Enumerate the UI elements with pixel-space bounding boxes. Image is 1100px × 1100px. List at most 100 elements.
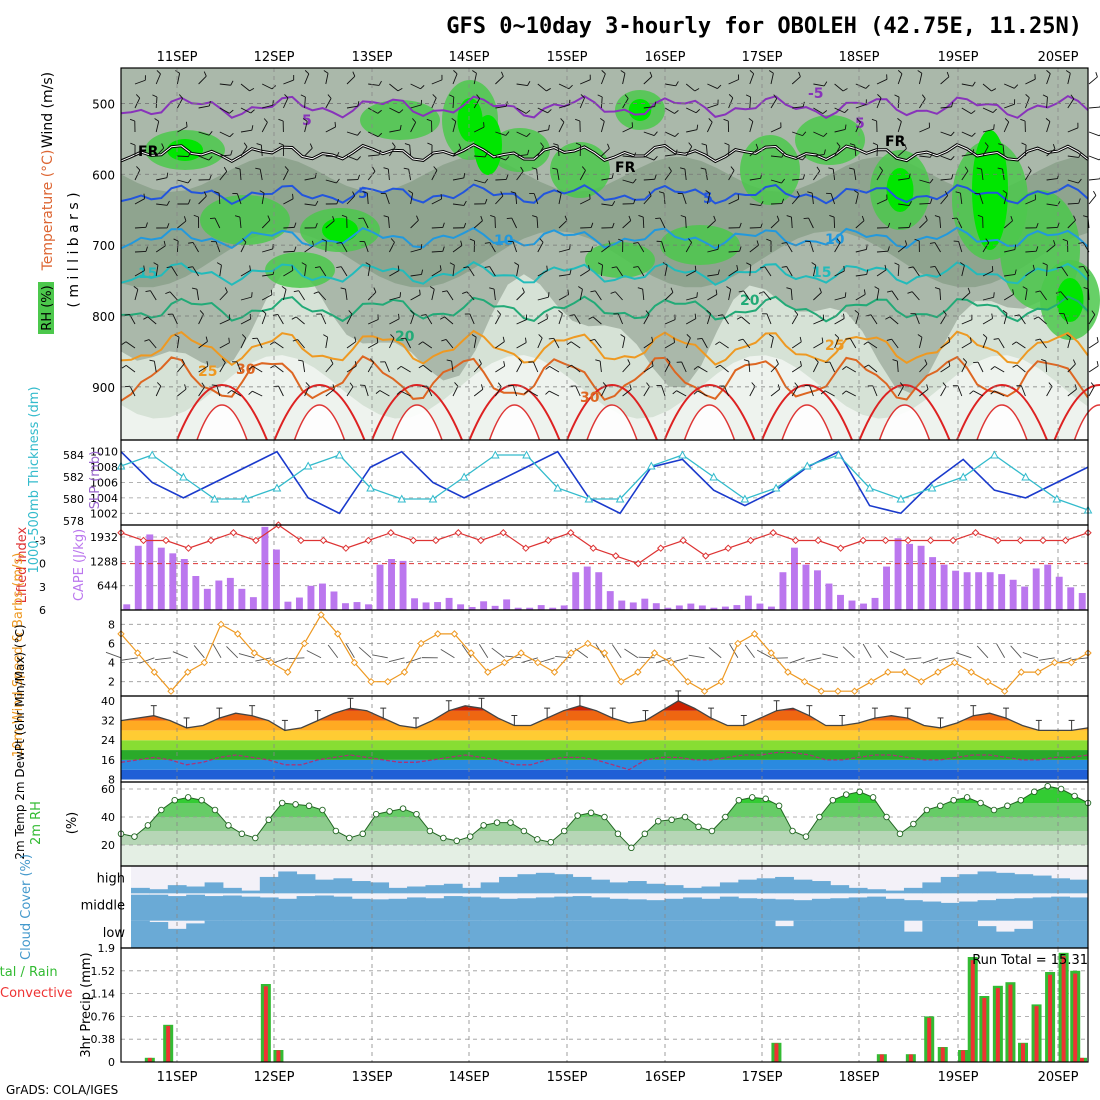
wind-barb-flag xyxy=(463,222,467,228)
top-date-label: 19SEP xyxy=(938,50,979,65)
wind-barb xyxy=(898,203,910,207)
wind-barb xyxy=(1046,203,1058,207)
wind-barb xyxy=(982,296,994,301)
wind-barb-flag xyxy=(398,109,404,114)
wind-barb xyxy=(664,342,675,349)
wind-tick-label: 8 xyxy=(108,618,115,631)
wind-barb xyxy=(601,245,611,253)
wind10-barb xyxy=(478,643,489,659)
cape-bar xyxy=(733,605,741,610)
wind-barb xyxy=(749,386,756,397)
wind-barb-flag xyxy=(796,191,800,196)
wind-barb xyxy=(749,265,752,277)
wind-barb xyxy=(728,79,739,85)
cloud-mid-bar xyxy=(388,898,408,921)
wind-barb-flag xyxy=(637,287,643,290)
wind-barb-flag xyxy=(378,149,381,156)
wind-barb xyxy=(198,386,206,397)
wind-barb xyxy=(1067,73,1071,85)
wind-barb-flag xyxy=(680,215,686,218)
wind-barb-flag xyxy=(887,246,890,252)
wind-barb-flag xyxy=(730,166,735,171)
wind-barb-flag xyxy=(1042,262,1048,266)
wind-barb xyxy=(813,292,822,301)
wind-barb-flag xyxy=(759,266,766,269)
cape-bar xyxy=(388,559,395,610)
dewpt2m-series-line xyxy=(120,751,1089,771)
cape-bar xyxy=(457,604,465,610)
wind-barb xyxy=(426,385,433,397)
wind-barb xyxy=(325,126,336,133)
wind-barb-flag xyxy=(781,178,785,184)
precip-panel: 1.91.521.140.760.380 xyxy=(91,942,1088,1069)
cape-bar xyxy=(1044,564,1052,610)
contour-label: FR xyxy=(885,134,906,150)
wind-barb xyxy=(153,361,157,373)
wind-barb xyxy=(325,73,329,85)
cape-bar xyxy=(180,559,188,610)
wind-barb-flag xyxy=(497,310,501,315)
wind-barb xyxy=(749,96,752,109)
cape-bar xyxy=(284,601,292,610)
rh2m-point xyxy=(372,810,380,818)
wind-barb-flag xyxy=(633,266,639,268)
wind-barb xyxy=(812,361,819,373)
wind-barb-flag xyxy=(230,150,233,156)
wind-barb xyxy=(834,146,841,157)
wind-barb xyxy=(919,179,931,184)
wind-barb xyxy=(876,250,889,253)
wind10-barb xyxy=(539,657,555,663)
wind-barb xyxy=(891,338,899,349)
wind-barb-flag xyxy=(546,265,548,271)
precip-tick-label: 0 xyxy=(108,1056,115,1069)
precip-convective-bar xyxy=(1073,973,1078,1062)
bottom-date-label: 16SEP xyxy=(645,1070,686,1085)
wind-barb xyxy=(410,294,421,301)
wind10-barb xyxy=(842,646,855,659)
top-date-label: 11SEP xyxy=(157,50,198,65)
temp-tick-label: 32 xyxy=(101,715,115,728)
wind10-point xyxy=(917,677,925,686)
rh2m-point xyxy=(829,796,837,804)
cloud-low-bar xyxy=(296,920,316,948)
cape-bar xyxy=(963,572,971,610)
wind-barb-flag xyxy=(666,358,671,363)
wind-barb-flag xyxy=(462,291,468,294)
rh2m-tick-label: 20 xyxy=(101,839,115,852)
cloud-high-bar xyxy=(535,872,555,894)
wind-barb-flag xyxy=(229,109,234,114)
wind-barb xyxy=(346,386,354,397)
thickness-point xyxy=(646,461,656,470)
cloud-high-bar xyxy=(204,882,224,894)
wind-barb xyxy=(830,193,836,205)
wind-barb xyxy=(706,121,713,133)
thickness-point xyxy=(834,450,843,459)
cloud-mid-bar xyxy=(591,897,610,921)
wind-barb-flag xyxy=(807,191,813,194)
rh2m-point xyxy=(171,796,178,804)
wind-barb xyxy=(1067,98,1075,109)
cape-bar xyxy=(848,600,856,610)
cloud-high-bar xyxy=(499,876,518,894)
cape-bar xyxy=(975,572,983,610)
wind10-barb xyxy=(139,657,155,664)
wind-barb xyxy=(196,289,200,301)
wind-barb xyxy=(537,296,549,301)
wind-barb xyxy=(262,83,273,90)
wind-barb xyxy=(643,155,655,161)
wind-barb-flag xyxy=(842,366,847,370)
wind-barb-flag xyxy=(929,152,934,158)
wind-barb xyxy=(749,203,761,207)
wind-barb xyxy=(558,193,562,205)
wind-barb xyxy=(790,216,793,229)
wind-barb-flag xyxy=(520,166,524,172)
cape-bar xyxy=(779,572,787,610)
wind-barb xyxy=(410,313,415,325)
rh2m-point xyxy=(789,827,796,835)
wind-barb xyxy=(134,169,141,181)
wind-barb-flag xyxy=(166,266,172,269)
wind-barb-flag xyxy=(332,216,335,222)
wind-barb xyxy=(834,270,845,277)
wind-barb-flag xyxy=(205,336,208,342)
wind-barb-flag xyxy=(272,314,278,316)
